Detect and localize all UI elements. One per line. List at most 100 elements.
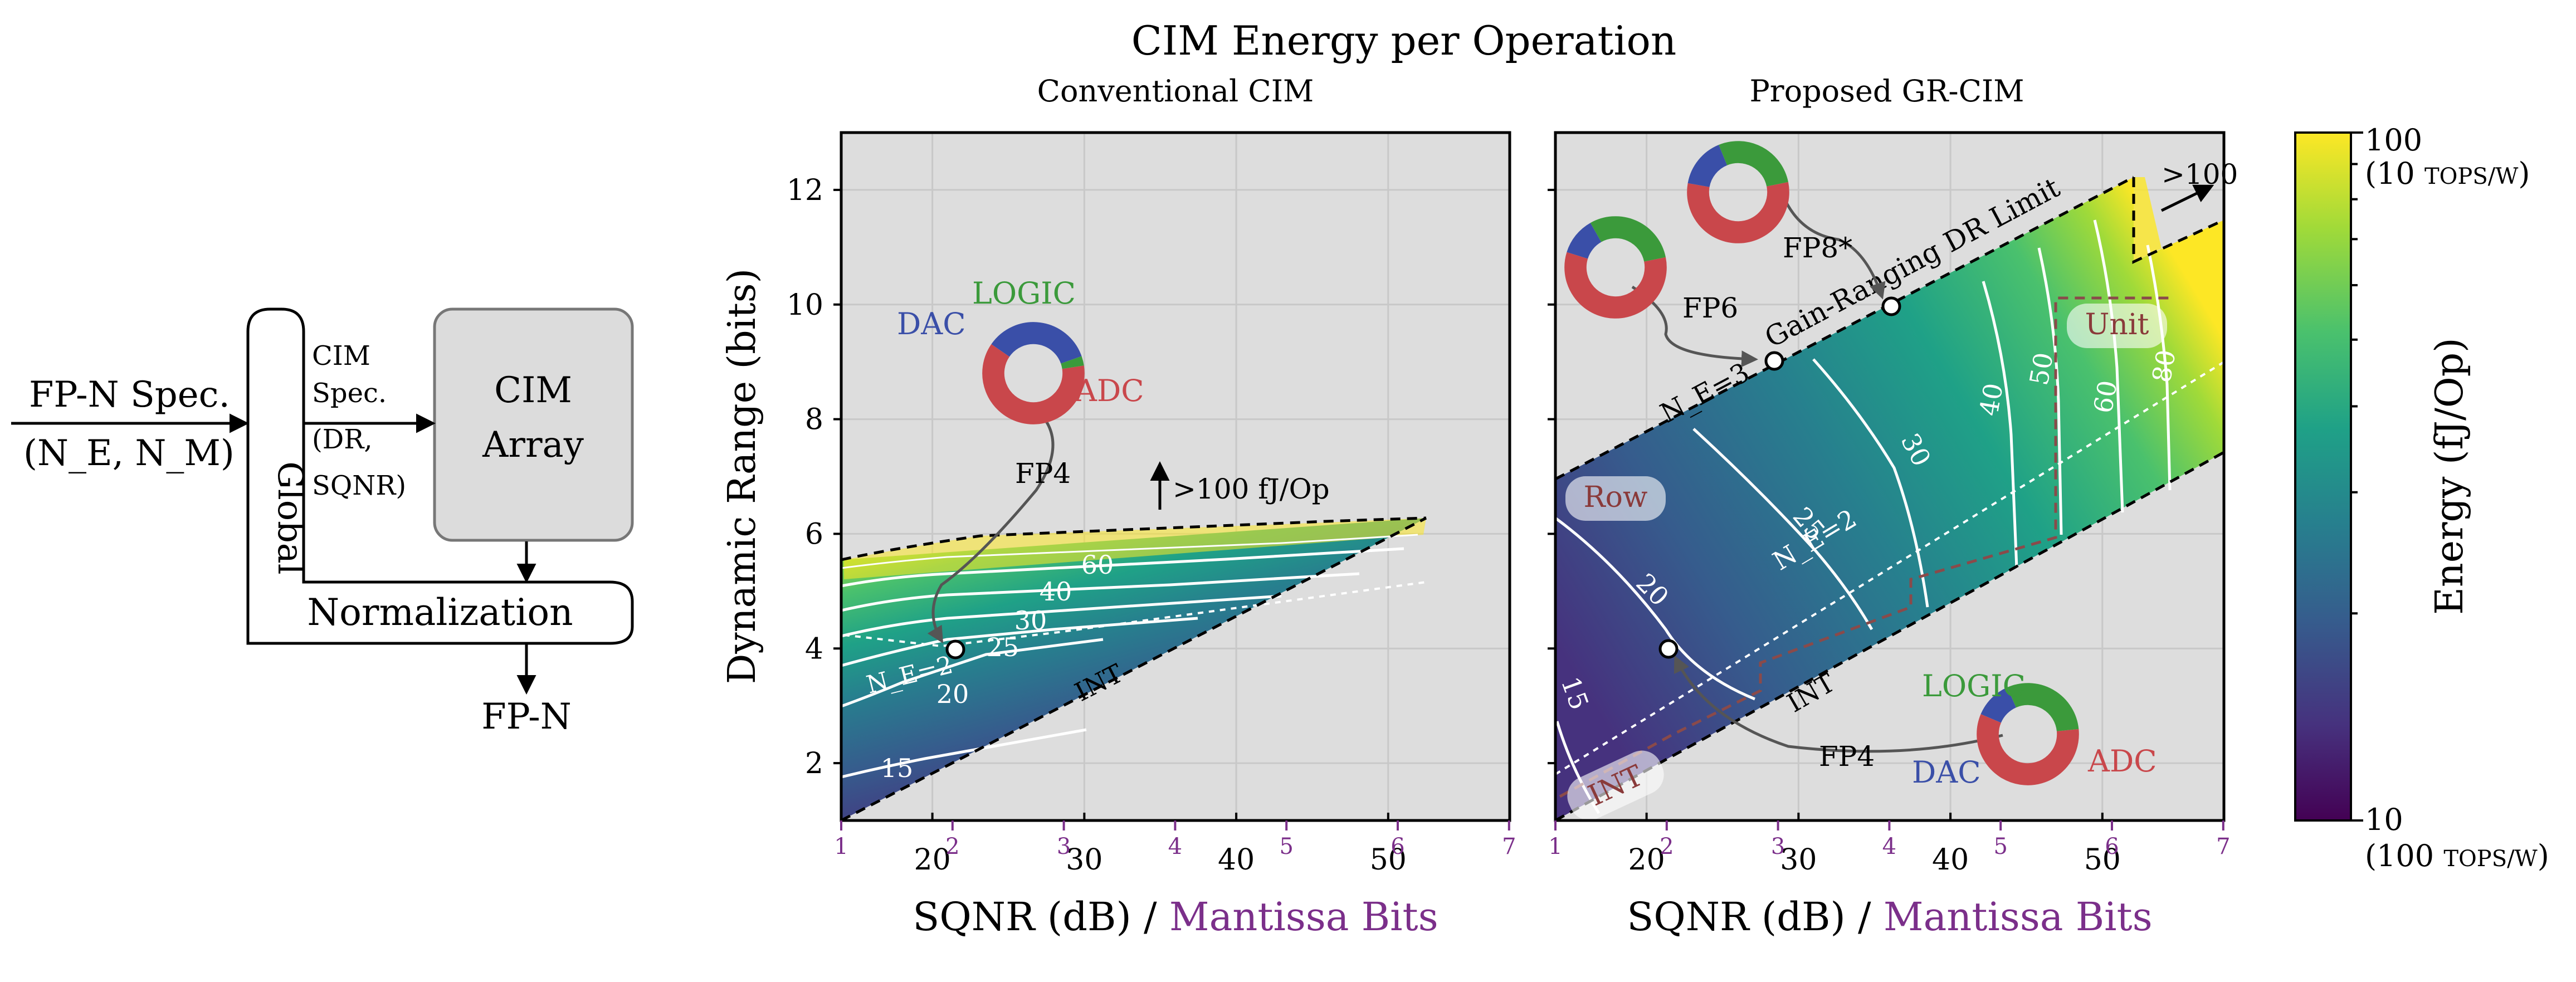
input-spec-label: FP-N Spec.	[29, 374, 230, 416]
left-ytick-label: 10	[787, 289, 823, 322]
colorbar-ticks	[2351, 131, 2363, 822]
right-level-80: 80	[2146, 348, 2182, 385]
colorbar-min: 10	[2365, 802, 2403, 837]
left-level-15: 15	[881, 753, 914, 783]
right-level-50: 50	[2024, 350, 2059, 388]
colorbar-max-sub-pre: (10	[2365, 156, 2424, 191]
left-contours	[841, 534, 1418, 779]
global-normalization-block	[246, 307, 634, 645]
right-donut-fp6-slice-adc	[1564, 252, 1667, 319]
left-contour-labels: 15 20 25 30 40 60	[881, 550, 1114, 783]
left-mantissa-label: 4	[1168, 834, 1182, 859]
right-contour-20	[1554, 516, 1755, 701]
left-mantissa-label: 2	[945, 834, 959, 859]
colorbar-min-sub-pre: (100	[2365, 838, 2443, 873]
right-fp6-arrow	[1631, 285, 1758, 368]
right-fp4-arrow	[1674, 655, 2003, 753]
colorbar-min-sub-unit: TOPS/W	[2443, 846, 2537, 872]
right-energy-donuts	[1564, 141, 2079, 785]
colorbar-gradient	[2294, 131, 2352, 822]
right-xtick-label: 20	[1628, 843, 1665, 877]
left-donut-slice-logic	[1061, 356, 1084, 369]
left-top-boundary	[841, 516, 1427, 561]
right-x-label-sep: /	[1846, 894, 1884, 940]
left-level-25: 25	[987, 632, 1019, 662]
right-int-boundary	[1554, 451, 2225, 822]
right-contour-25	[1692, 428, 1874, 631]
right-chart: 15 20 25 30 40 50 60 80 N_E=2 N_E=3 Gain…	[1548, 131, 2238, 877]
left-contour-60	[841, 547, 1404, 588]
left-level-60: 60	[1081, 550, 1114, 580]
right-donut-fp8-slice-adc	[1687, 182, 1789, 243]
left-design-point	[945, 639, 965, 659]
y-axis-label: Dynamic Range (bits)	[720, 268, 764, 684]
left-ytick-label: 8	[805, 403, 823, 437]
right-mantissa-label: 5	[1993, 834, 2007, 859]
right-donut-fp6-slice-dac	[1567, 223, 1602, 260]
spec-label-4: SQNR)	[312, 470, 406, 501]
left-level-30: 30	[1014, 605, 1047, 636]
left-fp4-arrow	[927, 408, 1055, 644]
right-donut-fp8-slice-logic	[1719, 141, 1788, 187]
left-contour-top	[841, 534, 1418, 569]
right-fp4-label: FP4	[1819, 740, 1875, 773]
row-region-label: Row	[1584, 481, 1648, 514]
spec-label-2: Spec.	[312, 378, 387, 409]
left-x-label-sep: /	[1131, 894, 1169, 940]
colorbar-max-sub-unit: TOPS/W	[2424, 164, 2518, 189]
right-contour-30	[1812, 358, 1929, 608]
right-donut-fp4-slice-adc	[1977, 714, 2079, 785]
right-ne2-line	[1554, 361, 2225, 775]
right-high-wedge	[2134, 177, 2162, 262]
left-xtick-label: 40	[1218, 843, 1255, 877]
left-chart: 15 20 25 30 40 60 N_E=2 INT >100 fJ/Op F…	[787, 131, 1516, 877]
left-mantissa-label: 6	[1391, 834, 1404, 859]
left-xtick-label: 20	[914, 843, 951, 877]
right-region-boundary	[1559, 296, 2173, 798]
left-contour-20	[841, 638, 1104, 708]
right-mantissa-label: 1	[1548, 834, 1562, 859]
int-region-pill	[1567, 750, 1664, 820]
spec-label-3: (DR,	[312, 424, 373, 455]
output-label: FP-N	[481, 696, 572, 737]
right-dac-label: DAC	[1912, 755, 1981, 790]
left-ytick-label: 2	[805, 747, 823, 780]
normalization-label: Normalization	[307, 591, 573, 634]
right-contour-50	[2037, 247, 2063, 535]
left-contour-25	[841, 617, 1198, 667]
right-mantissa-label: 7	[2216, 834, 2230, 859]
right-mantissa-label: 6	[2105, 834, 2119, 859]
block-diagram: FP-N Spec. (N_E, N_M) Global Normalizati…	[11, 307, 634, 737]
cim-array-label-2: Array	[482, 424, 584, 466]
right-fp6-label: FP6	[1682, 292, 1738, 324]
left-xtick-label: 30	[1066, 843, 1102, 877]
right-mantissa-label: 4	[1882, 834, 1896, 859]
colorbar: 100 (10 TOPS/W) 10 (100 TOPS/W) Energy (…	[2294, 123, 2549, 873]
global-label: Global	[270, 461, 311, 574]
right-logic-label: LOGIC	[1922, 668, 2026, 703]
right-ticks: 20 30 40 50 1 2 3 4 5 6 7	[1548, 188, 2231, 877]
colorbar-min-sub-post: )	[2538, 838, 2549, 873]
left-x-label-mantissa: Mantissa Bits	[1169, 894, 1438, 940]
right-donut-fp4-slice-dac	[1980, 687, 2017, 724]
spec-label-1: CIM	[312, 340, 370, 372]
unit-region-label: Unit	[2085, 308, 2149, 341]
right-xtick-label: 30	[1780, 843, 1817, 877]
right-high-label: >100	[2162, 158, 2238, 190]
left-int-boundary	[840, 516, 1427, 822]
left-donut-slice-dac	[991, 322, 1082, 364]
right-fp8-label: FP8*	[1783, 232, 1852, 264]
colorbar-max: 100	[2365, 123, 2422, 158]
colorbar-max-sub-post: )	[2518, 156, 2530, 191]
right-contour-60	[2093, 219, 2124, 513]
right-high-arrow	[2160, 184, 2214, 212]
right-adc-label: ADC	[2087, 744, 2157, 779]
colorbar-label: Energy (fJ/Op)	[2428, 338, 2472, 614]
row-region-pill	[1565, 476, 1666, 521]
left-level-20: 20	[936, 679, 969, 709]
left-ytick-label: 6	[805, 517, 823, 551]
left-ytick-label: 4	[805, 632, 823, 666]
left-ne2-line	[843, 581, 1427, 648]
